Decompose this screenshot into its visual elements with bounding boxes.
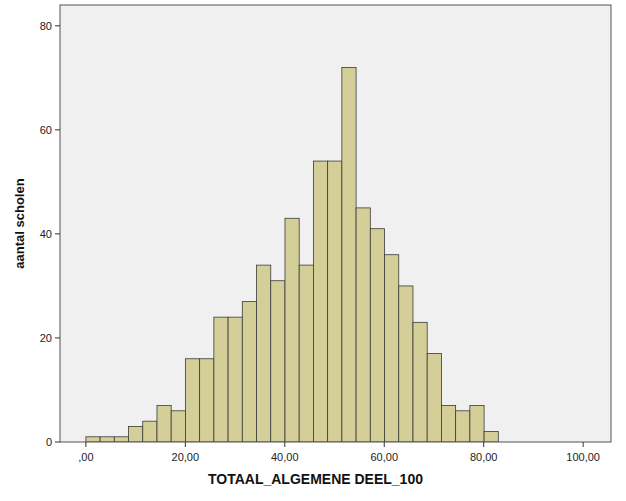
histogram-bar	[285, 218, 299, 442]
histogram-bar	[114, 437, 128, 442]
histogram-bar	[370, 229, 384, 442]
x-tick-label: 60,00	[370, 451, 398, 463]
histogram-bar	[299, 265, 313, 442]
histogram-bar	[214, 317, 228, 442]
histogram-bar	[456, 411, 470, 442]
x-axis-label: TOTAAL_ALGEMENE DEEL_100	[208, 471, 423, 487]
histogram-bar	[441, 406, 455, 442]
histogram-bar	[342, 67, 356, 442]
x-tick-label: 40,00	[271, 451, 299, 463]
x-tick-label: ,00	[78, 451, 93, 463]
plot-background	[60, 5, 611, 442]
histogram-bar	[484, 432, 498, 442]
x-tick	[185, 442, 186, 447]
x-tick-label: 20,00	[172, 451, 200, 463]
histogram-bar	[271, 281, 285, 442]
histogram-bar	[228, 317, 242, 442]
y-tick	[55, 25, 60, 26]
histogram-bar	[427, 354, 441, 442]
histogram-bar	[413, 322, 427, 442]
y-axis-label: aantal scholen	[12, 178, 27, 268]
histogram-bar	[399, 286, 413, 442]
histogram-bar	[242, 302, 256, 442]
histogram-bar	[157, 406, 171, 442]
histogram-bar	[385, 255, 399, 442]
y-tick-label: 20	[40, 332, 52, 344]
y-tick	[55, 442, 60, 443]
y-tick-label: 60	[40, 124, 52, 136]
x-tick	[284, 442, 285, 447]
histogram-bar	[185, 359, 199, 442]
histogram-bar	[129, 426, 143, 442]
chart: 020406080,0020,0040,0060,0080,00100,00TO…	[0, 0, 626, 501]
y-tick	[55, 337, 60, 338]
bars	[86, 67, 498, 442]
x-tick	[384, 442, 385, 447]
plot-frame	[60, 5, 611, 442]
x-tick	[483, 442, 484, 447]
histogram-bar	[257, 265, 271, 442]
x-tick	[583, 442, 584, 447]
histogram-bar	[470, 406, 484, 442]
x-tick	[85, 442, 86, 447]
x-tick-label: 80,00	[470, 451, 498, 463]
histogram-bar	[328, 161, 342, 442]
histogram-bar	[86, 437, 100, 442]
y-tick	[55, 129, 60, 130]
x-tick-label: 100,00	[566, 451, 600, 463]
chart-container: 020406080,0020,0040,0060,0080,00100,00TO…	[0, 0, 626, 501]
y-tick-label: 0	[46, 436, 52, 448]
histogram-bar	[171, 411, 185, 442]
y-tick-label: 80	[40, 20, 52, 32]
histogram-bar	[143, 421, 157, 442]
histogram-bar	[100, 437, 114, 442]
histogram-bar	[200, 359, 214, 442]
y-tick	[55, 233, 60, 234]
histogram-bar	[356, 208, 370, 442]
y-tick-label: 40	[40, 228, 52, 240]
histogram-bar	[313, 161, 327, 442]
